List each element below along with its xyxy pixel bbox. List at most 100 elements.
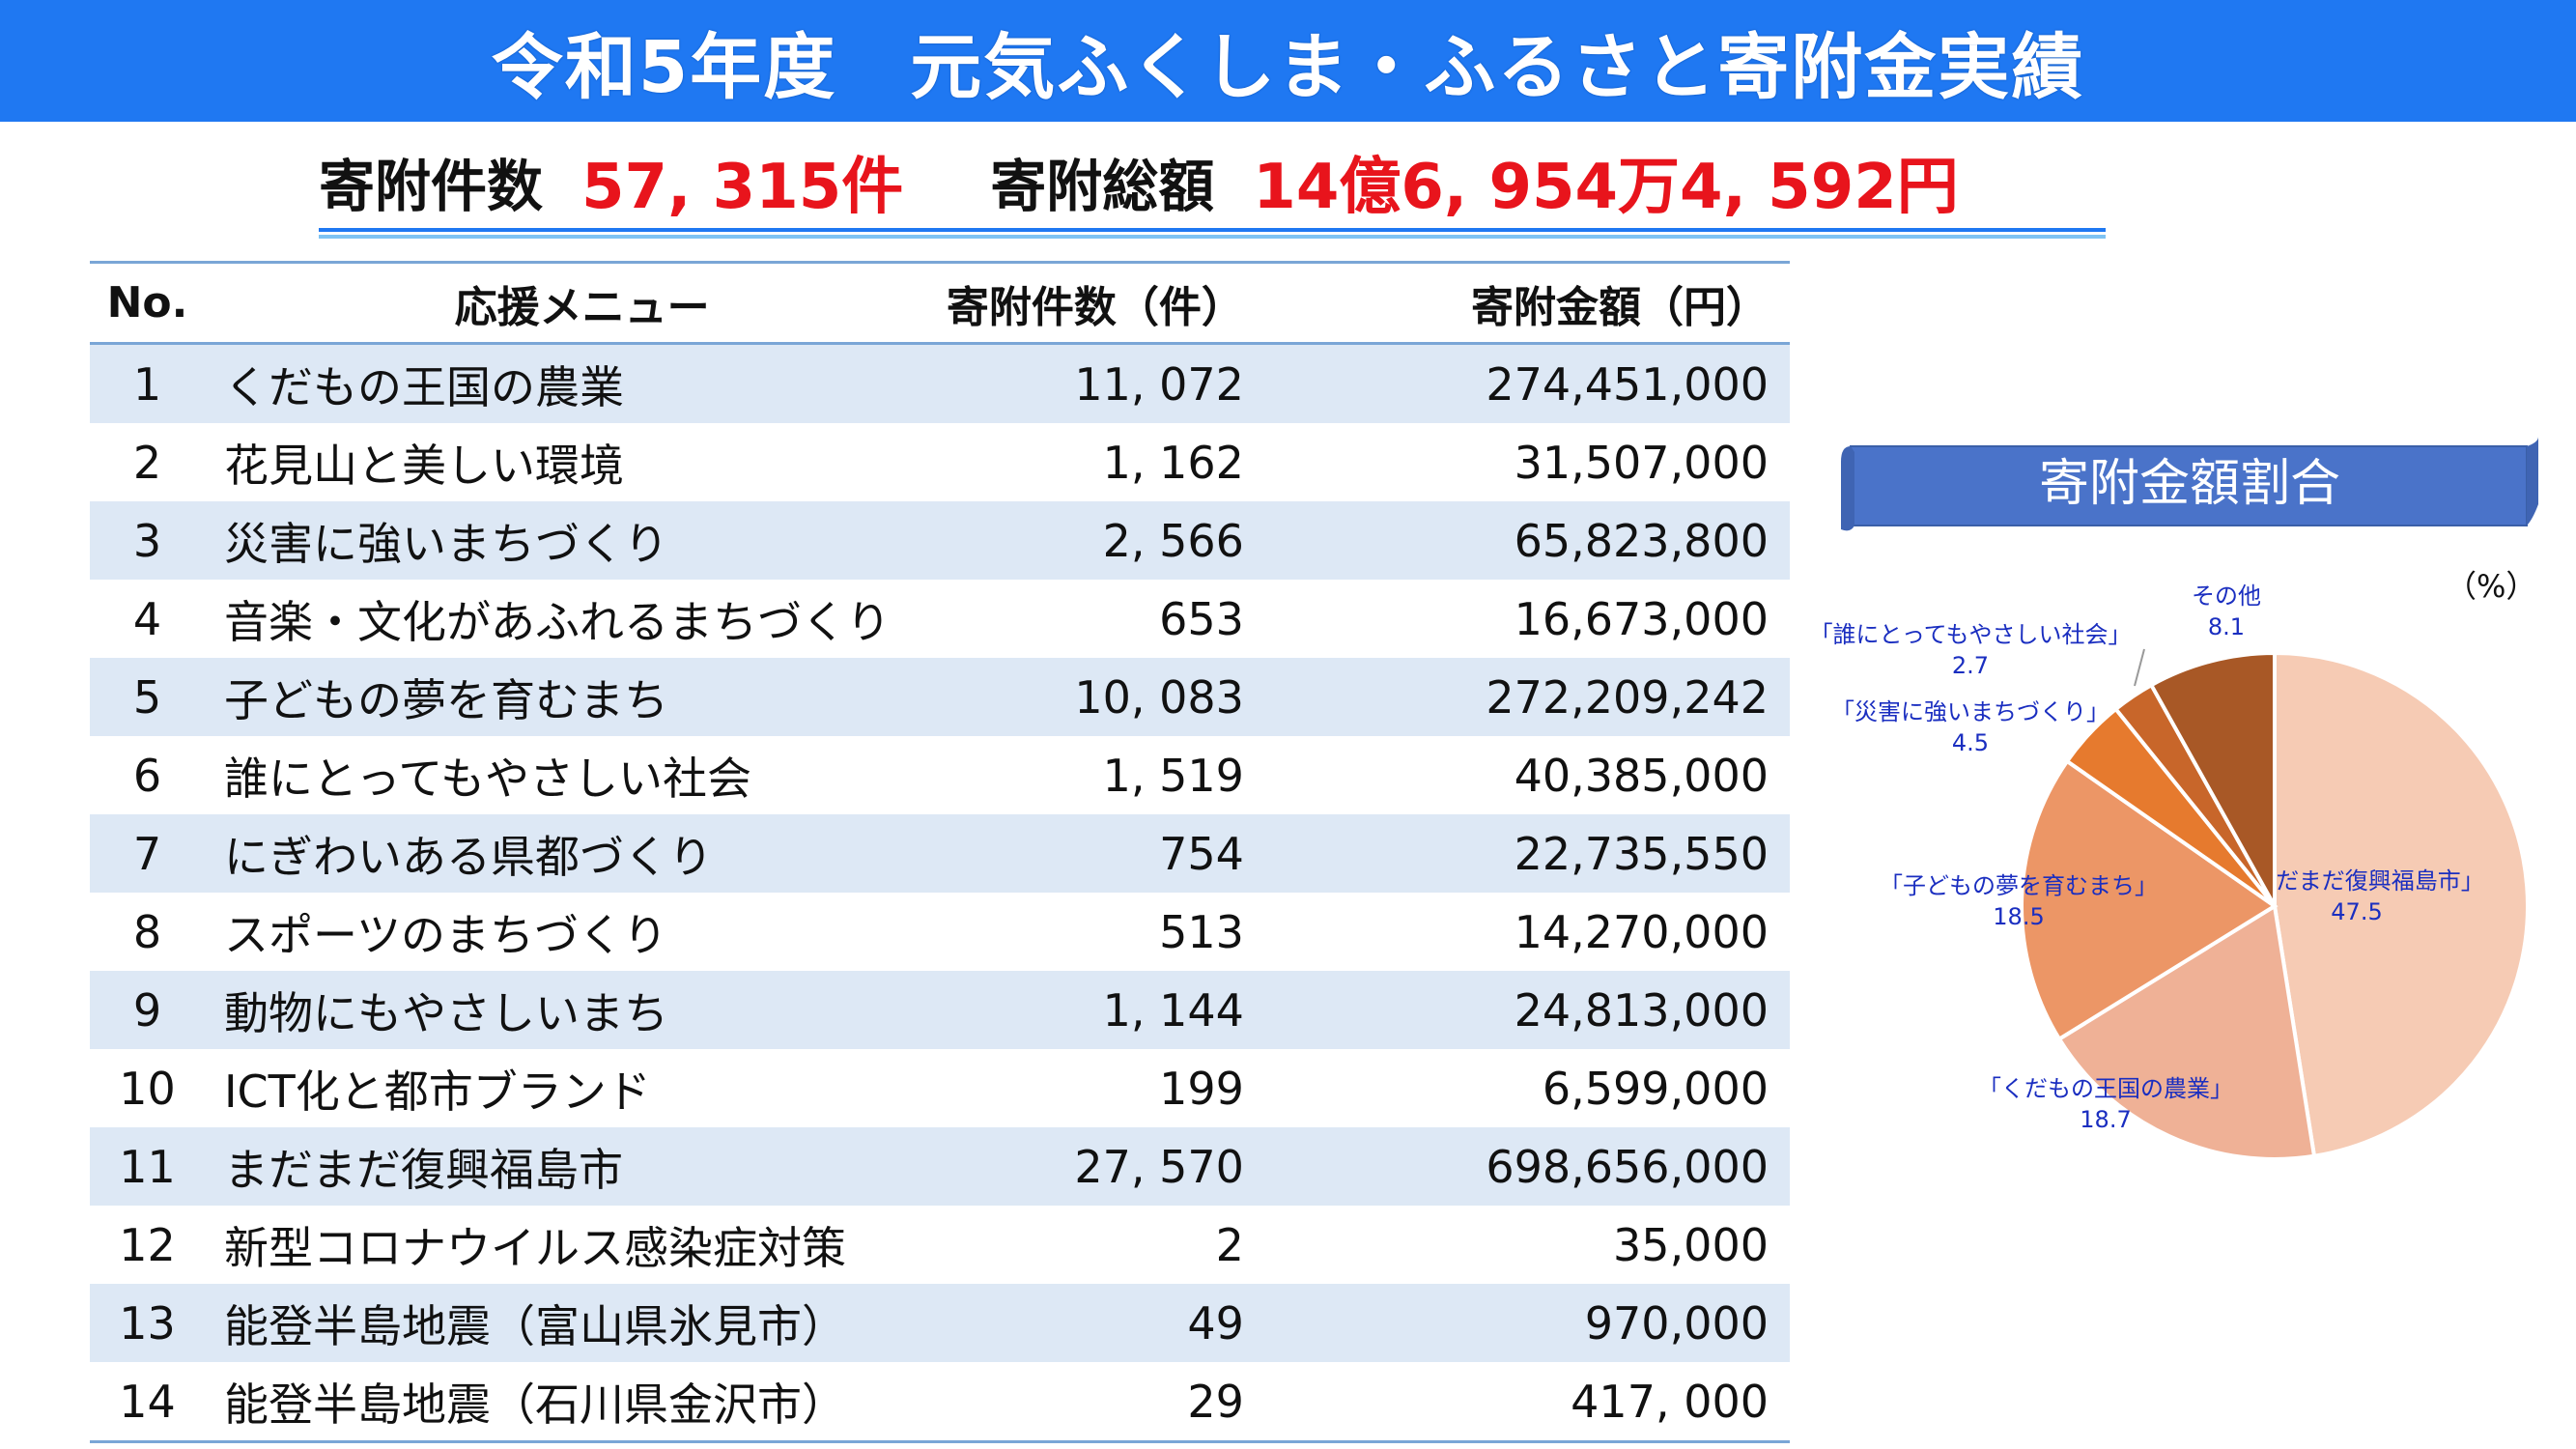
pie-title-text: 寄附金額割合	[2039, 455, 2340, 513]
cell-menu: 子どもの夢を育むまち	[204, 658, 941, 736]
cell-count: 1, 519	[1102, 749, 1244, 802]
table-row: 14 能登半島地震（石川県金沢市） 29 417, 000	[90, 1362, 1790, 1442]
pie-slice-value: 18.5	[1993, 903, 2044, 930]
cell-no: 7	[90, 814, 205, 893]
pie-slice-value: 18.7	[2080, 1106, 2131, 1133]
cell-count: 11, 072	[940, 343, 1254, 423]
pie-chart: 「まだまだ復興福島市」47.5「くだもの王国の農業」18.7「子どもの夢を育むま…	[1816, 582, 2530, 1161]
table-row: 6 誰にとってもやさしい社会 1, 519 40,385,000	[90, 736, 1790, 814]
pie-slice-label: 「災害に強いまちづくり」	[1831, 698, 2109, 725]
donation-total-value: 14億6, 954万4, 592円	[1253, 152, 1959, 223]
cell-count: 10, 083	[940, 658, 1254, 736]
page-title: 令和5年度 元気ふくしま・ふるさと寄附金実績	[491, 25, 2085, 109]
table-row: 2 花見山と美しい環境 1, 162 31,507,000	[90, 423, 1790, 501]
pie-title-banner: 寄附金額割合	[1841, 437, 2538, 531]
donation-count-label: 寄附件数	[319, 154, 544, 219]
cell-count: 27, 570	[940, 1127, 1254, 1206]
cell-no: 13	[90, 1284, 205, 1362]
pie-unit-label: （%）	[2446, 568, 2537, 605]
table-row: 4 音楽・文化があふれるまちづくり 653 16,673,000	[90, 580, 1790, 658]
cell-count: 513	[1159, 905, 1244, 958]
pie-slice-label: 「誰にとってもやさしい社会」	[1816, 621, 2131, 648]
table-row: 8 スポーツのまちづくり 513 14,270,000	[90, 893, 1790, 971]
cell-menu: まだまだ復興福島市	[204, 1127, 941, 1206]
cell-amount: 970,000	[1253, 1284, 1790, 1362]
pie-slice-label: その他	[2192, 582, 2261, 610]
cell-menu: 災害に強いまちづくり	[204, 501, 941, 580]
pie-slice	[2148, 650, 2277, 914]
donation-table: No. 応援メニュー 寄附件数（件） 寄附金額（円） 1 くだもの王国の農業 11,…	[90, 261, 1790, 1443]
summary-underline-light	[319, 235, 2106, 239]
table-row: 9 動物にもやさしいまち 1, 144 24,813,000	[90, 971, 1790, 1049]
cell-no: 8	[132, 905, 162, 958]
cell-menu: 能登半島地震（富山県氷見市）	[204, 1284, 941, 1362]
pie-slice-value: 47.5	[2331, 898, 2382, 925]
cell-count: 653	[1159, 592, 1244, 645]
cell-no: 10	[119, 1062, 176, 1115]
cell-no: 6	[132, 749, 162, 802]
cell-count: 1, 144	[940, 971, 1254, 1049]
cell-count: 49	[940, 1284, 1254, 1362]
cell-no: 12	[119, 1218, 176, 1271]
cell-no: 3	[90, 501, 205, 580]
pie-slice	[2273, 650, 2530, 1159]
cell-menu: 動物にもやさしいまち	[204, 971, 941, 1049]
cell-amount: 40,385,000	[1514, 749, 1769, 802]
pie-slice	[2020, 758, 2279, 1042]
pie-slice-label: 「くだもの王国の農業」	[1978, 1075, 2233, 1102]
cell-amount: 31,507,000	[1514, 436, 1769, 489]
table-header-row: No. 応援メニュー 寄附件数（件） 寄附金額（円）	[90, 262, 1790, 344]
pie-slice	[2056, 902, 2317, 1161]
cell-menu: にぎわいある県都づくり	[204, 814, 941, 893]
cell-amount: 274,451,000	[1253, 343, 1790, 423]
header-amount: 寄附金額（円）	[1471, 282, 1769, 332]
table-row: 13 能登半島地震（富山県氷見市） 49 970,000	[90, 1284, 1790, 1362]
cell-amount: 6,599,000	[1542, 1062, 1769, 1115]
cell-no: 9	[90, 971, 205, 1049]
cell-no: 5	[90, 658, 205, 736]
cell-amount: 698,656,000	[1253, 1127, 1790, 1206]
cell-no: 4	[132, 592, 162, 645]
pie-slice-label: 「子どもの夢を育むまち」	[1880, 872, 2158, 899]
cell-menu: 誰にとってもやさしい社会	[223, 752, 751, 805]
cell-amount: 14,270,000	[1514, 905, 1769, 958]
donation-count-value: 57, 315件	[581, 152, 904, 223]
cell-menu: 能登半島地震（石川県金沢市）	[223, 1378, 846, 1431]
cell-count: 1, 162	[1102, 436, 1244, 489]
cell-amount: 24,813,000	[1253, 971, 1790, 1049]
cell-count: 199	[1159, 1062, 1244, 1115]
table-row: 12 新型コロナウイルス感染症対策 2 35,000	[90, 1206, 1790, 1284]
cell-amount: 417, 000	[1571, 1375, 1769, 1428]
cell-menu: 新型コロナウイルス感染症対策	[223, 1221, 846, 1274]
pie-leader-line	[2134, 648, 2145, 687]
pie-slice-value: 2.7	[1952, 652, 1989, 679]
cell-count: 29	[1187, 1375, 1244, 1428]
cell-count: 2, 566	[940, 501, 1254, 580]
pie-slice-value: 4.5	[1952, 729, 1989, 756]
cell-menu: ICT化と都市ブランド	[223, 1065, 651, 1118]
summary-underline	[319, 228, 2106, 232]
table-row: 10 ICT化と都市ブランド 199 6,599,000	[90, 1049, 1790, 1127]
header-menu: 応援メニュー	[454, 282, 710, 332]
cell-count: 754	[940, 814, 1254, 893]
table-row: 11 まだまだ復興福島市 27, 570 698,656,000	[90, 1127, 1790, 1206]
cell-count: 2	[1215, 1218, 1244, 1271]
summary-line: 寄附件数 57, 315件 寄附総額 14億6, 954万4, 592円	[319, 135, 2106, 228]
cell-menu: スポーツのまちづくり	[223, 908, 668, 961]
pie-slice-value: 8.1	[2208, 613, 2245, 640]
header-count: 寄附件数（件）	[946, 282, 1244, 332]
cell-menu: 花見山と美しい環境	[223, 439, 624, 492]
cell-no: 14	[119, 1375, 176, 1428]
cell-amount: 16,673,000	[1514, 592, 1769, 645]
table-row: 7 にぎわいある県都づくり 754 22,735,550	[90, 814, 1790, 893]
cell-menu: 音楽・文化があふれるまちづくり	[223, 595, 891, 648]
header-no: No.	[106, 278, 188, 327]
cell-menu: くだもの王国の農業	[204, 343, 941, 423]
cell-no: 2	[132, 436, 162, 489]
donation-total-label: 寄附総額	[990, 154, 1215, 219]
cell-no: 11	[90, 1127, 205, 1206]
table-row: 1 くだもの王国の農業 11, 072 274,451,000	[90, 343, 1790, 423]
table-row: 3 災害に強いまちづくり 2, 566 65,823,800	[90, 501, 1790, 580]
cell-amount: 65,823,800	[1253, 501, 1790, 580]
title-bar: 令和5年度 元気ふくしま・ふるさと寄附金実績	[0, 0, 2576, 122]
